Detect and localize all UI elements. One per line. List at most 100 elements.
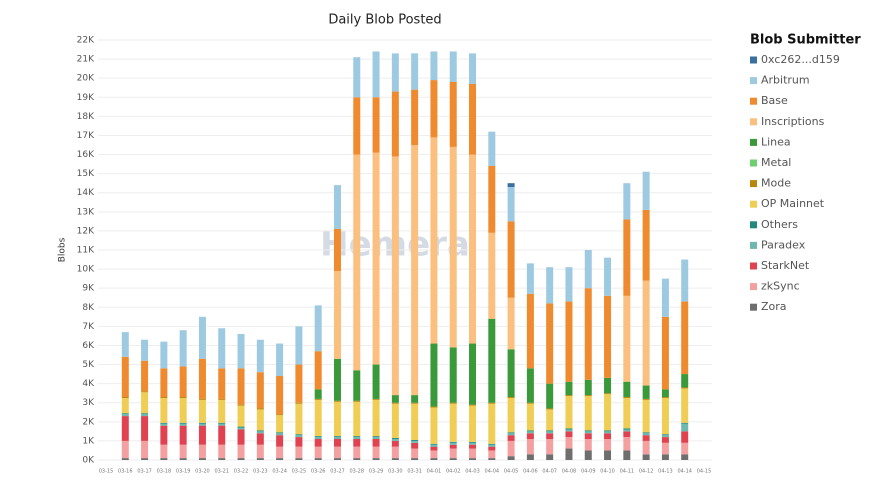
bar-segment xyxy=(449,51,457,82)
y-tick-label: 7K xyxy=(82,322,95,332)
legend-label: OP Mainnet xyxy=(761,197,825,210)
bar-segment xyxy=(391,446,399,459)
bar-segment xyxy=(584,439,592,451)
bar-segment xyxy=(546,383,554,409)
bar-segment xyxy=(256,431,264,434)
bar-segment xyxy=(295,434,303,436)
bar-segment xyxy=(179,422,187,424)
bar-segment xyxy=(198,425,206,445)
bar-segment xyxy=(198,444,206,459)
bar-segment xyxy=(179,330,187,367)
bar-segment xyxy=(121,356,129,397)
bar-segment xyxy=(488,450,496,459)
bar-segment xyxy=(584,450,592,460)
bar-segment xyxy=(623,431,631,438)
bar-segment xyxy=(681,301,689,375)
bar-segment xyxy=(604,295,612,378)
bar-segment xyxy=(198,316,206,359)
bar-segment xyxy=(218,423,226,426)
bar-segment xyxy=(160,458,168,460)
bar-segment xyxy=(353,439,361,447)
bar-segment xyxy=(333,401,341,437)
bar-segment xyxy=(314,446,322,459)
bar-segment xyxy=(430,80,438,138)
bar-segment xyxy=(681,387,689,389)
bar-segment xyxy=(661,316,669,390)
x-tick-label: 03-18 xyxy=(157,469,172,475)
bar-segment xyxy=(449,442,457,445)
bar-segment xyxy=(256,458,264,460)
bar-segment xyxy=(160,423,168,426)
bar-segment xyxy=(642,209,650,281)
bar-segment xyxy=(333,439,341,447)
bar-segment xyxy=(469,154,477,344)
x-tick-label: 04-12 xyxy=(639,469,654,475)
y-tick-label: 19K xyxy=(77,93,95,103)
bar-segment xyxy=(507,397,515,433)
bar-segment xyxy=(507,456,515,460)
bar-segment xyxy=(604,433,612,439)
bar-segment xyxy=(584,250,592,289)
x-tick-label: 04-15 xyxy=(697,469,712,475)
bar-segment xyxy=(372,152,380,365)
legend-label: StarkNet xyxy=(761,259,810,272)
y-tick-label: 22K xyxy=(77,36,95,46)
bar-segment xyxy=(642,454,650,460)
x-tick-label: 04-06 xyxy=(523,469,538,475)
bar-segment xyxy=(314,305,322,352)
bar-segment xyxy=(295,403,303,435)
y-tick-label: 1K xyxy=(82,436,95,446)
bar-segment xyxy=(276,458,284,460)
bar-segment xyxy=(507,397,515,398)
legend-swatch xyxy=(750,56,757,64)
bar-segment xyxy=(372,399,380,437)
bar-segment xyxy=(526,430,534,432)
bar-segment xyxy=(411,448,419,459)
bar-segment xyxy=(661,278,669,317)
bar-segment xyxy=(141,391,149,393)
bar-segment xyxy=(430,407,438,444)
bar-segment xyxy=(681,454,689,460)
bar-segment xyxy=(565,431,573,438)
bar-segment xyxy=(661,434,669,436)
bar-segment xyxy=(507,183,515,187)
bar-segment xyxy=(333,446,341,459)
bar-segment xyxy=(488,443,496,445)
bar-segment xyxy=(623,429,631,432)
bar-segment xyxy=(565,301,573,382)
bar-segment xyxy=(430,444,438,447)
bar-segment xyxy=(295,364,303,403)
bar-segment xyxy=(372,398,380,400)
x-tick-label: 04-10 xyxy=(600,469,615,475)
bar-segment xyxy=(430,450,438,459)
legend-swatch xyxy=(750,77,757,85)
bar-segment xyxy=(546,430,554,432)
bar-segment xyxy=(391,53,399,92)
bar-segment xyxy=(642,433,650,436)
bar-segment xyxy=(218,422,226,424)
bar-segment xyxy=(333,458,341,460)
bar-segment xyxy=(430,343,438,407)
legend-label: Arbitrum xyxy=(761,74,810,87)
bar-segment xyxy=(314,351,322,390)
x-tick-label: 03-20 xyxy=(195,469,210,475)
bar-segment xyxy=(353,57,361,98)
bar-segment xyxy=(565,429,573,432)
y-tick-label: 6K xyxy=(82,341,95,351)
bar-segment xyxy=(526,454,534,460)
x-tick-label: 04-07 xyxy=(542,469,557,475)
bar-segment xyxy=(372,97,380,153)
bar-segment xyxy=(276,432,284,434)
bar-segment xyxy=(333,358,341,401)
bar-segment xyxy=(546,409,554,431)
bar-segment xyxy=(565,448,573,460)
bar-segment xyxy=(314,389,322,399)
y-tick-label: 12K xyxy=(77,226,95,236)
legend-label: Inscriptions xyxy=(761,115,825,128)
bar-segment xyxy=(526,431,534,434)
x-tick-label: 04-13 xyxy=(658,469,673,475)
bar-segment xyxy=(353,400,361,402)
bar-segment xyxy=(449,82,457,147)
bar-segment xyxy=(469,53,477,84)
bar-segment xyxy=(661,435,669,438)
